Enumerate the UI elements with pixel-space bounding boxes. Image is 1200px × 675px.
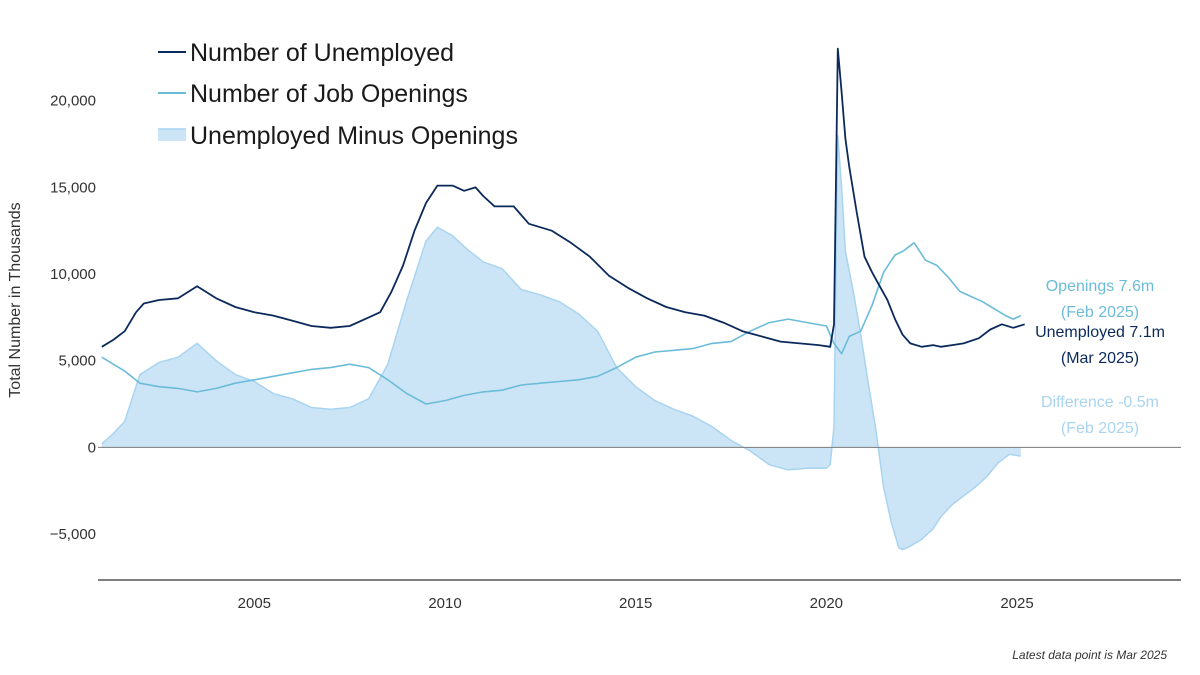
legend-label-unemployed: Number of Unemployed [190,39,454,67]
series-difference-line [101,135,1021,551]
annotation-openings-line2: (Feb 2025) [1061,304,1139,321]
x-tick-label: 2010 [428,595,461,612]
x-tick-label: 2020 [810,595,843,612]
y-tick-label: 0 [88,439,96,456]
annotation-difference-line2: (Feb 2025) [1061,420,1139,437]
x-tick-label: 2005 [238,595,271,612]
y-tick-label: 5,000 [58,353,96,370]
series-openings-line [101,242,1022,405]
footnote: Latest data point is Mar 2025 [1012,648,1167,662]
legend-label-difference: Unemployed Minus Openings [190,122,518,150]
y-tick-label: 20,000 [50,93,96,110]
series-difference-area [101,135,1021,550]
legend: Number of Unemployed Number of Job Openin… [158,39,518,150]
y-tick-label: 15,000 [50,179,96,196]
annotation-openings-line1: Openings 7.6m [1046,278,1155,295]
legend-swatch-difference [158,129,186,141]
annotation-unemployed-line2: (Mar 2025) [1061,350,1139,367]
axes: 2005 2010 2015 2020 2025 −5,000 0 5,000 10,000 15… [50,93,1181,612]
x-tick-label: 2025 [1000,595,1033,612]
series-unemployed-line [101,47,1025,348]
annotation-difference-line1: Difference -0.5m [1041,394,1159,411]
y-tick-label: 10,000 [50,266,96,283]
annotations: Openings 7.6m (Feb 2025) Unemployed 7.1m (M… [1035,278,1165,437]
y-axis-label: Total Number in Thousands [7,202,24,397]
annotation-unemployed-line1: Unemployed 7.1m [1035,324,1165,341]
y-tick-label: −5,000 [50,526,96,543]
x-tick-label: 2015 [619,595,652,612]
legend-label-openings: Number of Job Openings [190,80,468,108]
plot-area [101,47,1025,551]
